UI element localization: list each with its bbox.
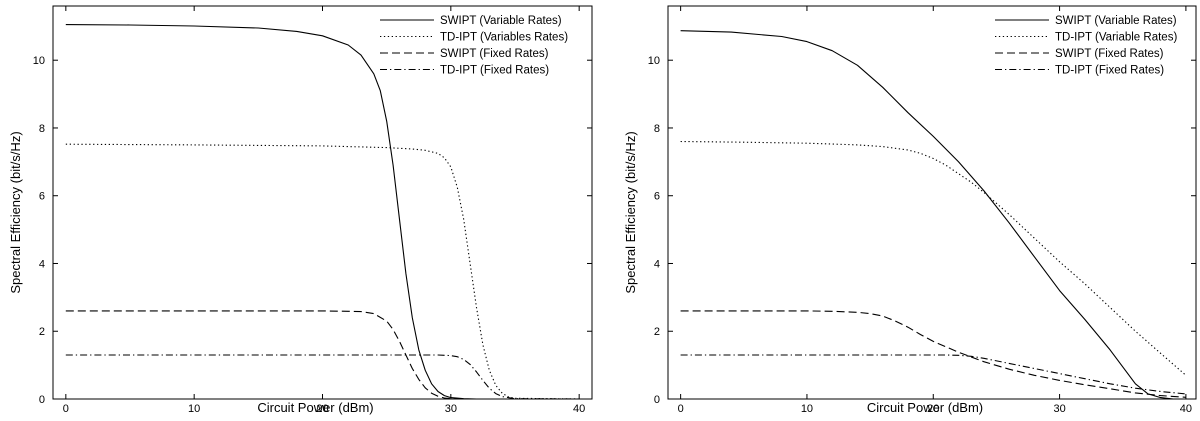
- chart-1-x-axis-title: Circuit Power (dBm): [257, 400, 373, 415]
- chart-1-y-tick-label: 8: [39, 123, 45, 135]
- chart-1-x-tick-label: 40: [573, 403, 585, 415]
- chart-2-x-axis-title: Circuit Power (dBm): [867, 400, 983, 415]
- chart-1-y-tick-label: 0: [39, 394, 45, 406]
- chart-2-y-tick-label: 6: [654, 191, 660, 203]
- chart-2-y-tick-label: 8: [654, 123, 660, 135]
- chart-1-x-tick-label: 10: [188, 403, 200, 415]
- chart-1-legend-label-3: SWIPT (Fixed Rates): [440, 48, 549, 60]
- chart-2-legend-label-3: SWIPT (Fixed Rates): [1055, 48, 1164, 60]
- chart-2-y-axis-title: Spectral Efficiency (bit/s/Hz): [623, 131, 638, 293]
- chart-1-series-line-1: [65, 24, 580, 400]
- chart-1-y-tick-label: 6: [39, 191, 45, 203]
- chart-2-x-tick-label: 40: [1180, 403, 1192, 415]
- chart-2-y-tick-label: 4: [654, 258, 660, 270]
- chart-2-legend-label-2: TD-IPT (Variable Rates): [1055, 32, 1177, 44]
- chart-1-series-line-4: [65, 354, 580, 400]
- chart-2-x-tick-label: 10: [801, 403, 813, 415]
- chart-2-y-tick-label: 10: [648, 55, 660, 67]
- chart-2-x-tick-label: 30: [1053, 403, 1065, 415]
- chart-2-legend-label-4: TD-IPT (Fixed Rates): [1055, 65, 1164, 77]
- chart-1-x-tick-label: 30: [445, 403, 457, 415]
- chart-1: 0 10 20 30 40 0 2 4 6 8 10 Circuit Power (dBm) Spect…: [8, 5, 593, 415]
- chart-2-plot-frame: [667, 5, 1197, 400]
- chart-1-series-line-2: [65, 143, 580, 400]
- chart-1-y-tick-label: 2: [39, 326, 45, 338]
- chart-2-series-line-3: [680, 310, 1186, 398]
- chart-1-y-axis-title: Spectral Efficiency (bit/s/Hz): [8, 131, 23, 293]
- chart-1-y-tick-label: 10: [33, 55, 45, 67]
- chart-2-legend: SWIPT (Variable Rates) TD-IPT (Variable R…: [995, 15, 1177, 77]
- chart-1-x-tick-label: 20: [316, 403, 328, 415]
- chart-1-legend: SWIPT (Variable Rates) TD-IPT (Variables …: [380, 15, 568, 77]
- chart-2-y-tick-label: 0: [654, 394, 660, 406]
- chart-1-legend-label-4: TD-IPT (Fixed Rates): [440, 65, 549, 77]
- chart-2-series-line-4: [680, 354, 1186, 395]
- chart-2-x-tick-label: 0: [678, 403, 684, 415]
- chart-2: 0 10 20 30 40 0 2 4 6 8 10 Circuit Power (dBm) Spect…: [623, 5, 1197, 415]
- chart-2-series-line-2: [680, 140, 1187, 376]
- chart-1-legend-label-1: SWIPT (Variable Rates): [440, 15, 562, 27]
- chart-1-legend-label-2: TD-IPT (Variables Rates): [440, 32, 568, 44]
- chart-2-x-tick-label: 20: [927, 403, 939, 415]
- chart-1-x-tick-label: 0: [63, 403, 69, 415]
- chart-2-series-line-1: [680, 30, 1186, 400]
- chart-1-y-tick-label: 4: [39, 258, 45, 270]
- chart-2-legend-label-1: SWIPT (Variable Rates): [1055, 15, 1177, 27]
- chart-2-y-tick-label: 2: [654, 326, 660, 338]
